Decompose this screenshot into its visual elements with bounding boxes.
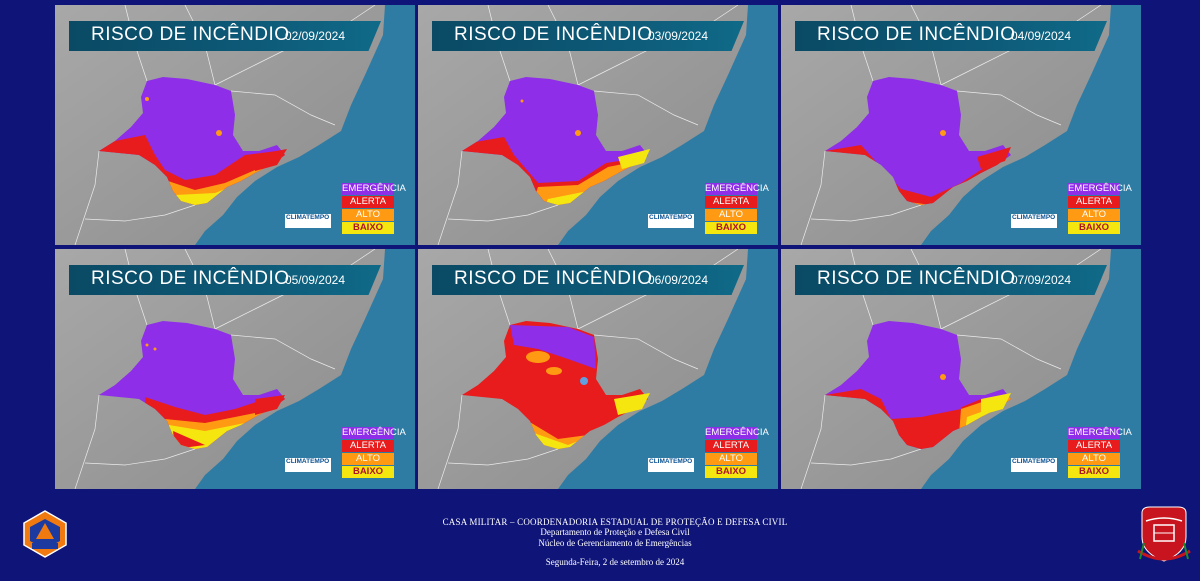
legend-alerta: ALERTA: [705, 440, 757, 452]
legend-baixo: BAIXO: [1068, 222, 1120, 234]
risk-map-6: [781, 249, 1141, 489]
legend: EMERGÊNCIA ALERTA ALTO BAIXO: [705, 183, 769, 235]
title-banner: RISCO DE INCÊNDIO 04/09/2024: [795, 21, 1107, 51]
title-banner: RISCO DE INCÊNDIO 05/09/2024: [69, 265, 381, 295]
legend-alerta: ALERTA: [342, 440, 394, 452]
legend-emergencia: EMERGÊNCIA: [342, 427, 406, 439]
legend-baixo: BAIXO: [1068, 466, 1120, 478]
map-panel-5: RISCO DE INCÊNDIO 06/09/2024 EMERGÊNCIA …: [418, 249, 778, 489]
legend-emergencia: EMERGÊNCIA: [705, 427, 769, 439]
panel-title: RISCO DE INCÊNDIO: [817, 268, 1016, 289]
legend-baixo: BAIXO: [342, 222, 394, 234]
map-panel-1: RISCO DE INCÊNDIO 02/09/2024 EMERGÊNCIA …: [55, 5, 415, 245]
legend-emergencia: EMERGÊNCIA: [1068, 183, 1132, 195]
legend-emergencia: EMERGÊNCIA: [342, 183, 406, 195]
legend-alerta: ALERTA: [342, 196, 394, 208]
map-panel-3: RISCO DE INCÊNDIO 04/09/2024 EMERGÊNCIA …: [781, 5, 1141, 245]
climatempo-logo: CLIMATEMPO: [648, 458, 694, 472]
climatempo-logo: CLIMATEMPO: [285, 214, 331, 228]
defesa-civil-emblem-icon: [23, 510, 67, 558]
map-panel-6: RISCO DE INCÊNDIO 07/09/2024 EMERGÊNCIA …: [781, 249, 1141, 489]
risk-map-2: [418, 5, 778, 245]
footer: CASA MILITAR – COORDENADORIA ESTADUAL DE…: [300, 517, 930, 567]
panel-title: RISCO DE INCÊNDIO: [91, 24, 290, 45]
panel-date: 04/09/2024: [1010, 29, 1071, 43]
risk-map-1: [55, 5, 415, 245]
panel-title: RISCO DE INCÊNDIO: [817, 24, 1016, 45]
panel-date: 07/09/2024: [1010, 273, 1071, 287]
footer-unit: Núcleo de Gerenciamento de Emergências: [538, 538, 692, 548]
title-banner: RISCO DE INCÊNDIO 03/09/2024: [432, 21, 744, 51]
legend-alerta: ALERTA: [1068, 440, 1120, 452]
footer-org: CASA MILITAR – COORDENADORIA ESTADUAL DE…: [442, 517, 788, 527]
title-banner: RISCO DE INCÊNDIO 07/09/2024: [795, 265, 1107, 295]
legend: EMERGÊNCIA ALERTA ALTO BAIXO: [1068, 427, 1132, 479]
legend-alerta: ALERTA: [1068, 196, 1120, 208]
map-panel-4: RISCO DE INCÊNDIO 05/09/2024 EMERGÊNCIA …: [55, 249, 415, 489]
title-banner: RISCO DE INCÊNDIO 02/09/2024: [69, 21, 381, 51]
risk-map-5: [418, 249, 778, 489]
panel-title: RISCO DE INCÊNDIO: [454, 24, 653, 45]
climatempo-logo: CLIMATEMPO: [285, 458, 331, 472]
legend: EMERGÊNCIA ALERTA ALTO BAIXO: [705, 427, 769, 479]
legend-baixo: BAIXO: [705, 222, 757, 234]
risk-map-4: [55, 249, 415, 489]
legend-emergencia: EMERGÊNCIA: [705, 183, 769, 195]
risk-map-3: [781, 5, 1141, 245]
legend-alerta: ALERTA: [705, 196, 757, 208]
climatempo-logo: CLIMATEMPO: [1011, 214, 1057, 228]
panel-title: RISCO DE INCÊNDIO: [454, 268, 653, 289]
panel-date: 05/09/2024: [284, 273, 345, 287]
panel-date: 03/09/2024: [647, 29, 708, 43]
legend-emergencia: EMERGÊNCIA: [1068, 427, 1132, 439]
legend-baixo: BAIXO: [342, 466, 394, 478]
panel-date: 06/09/2024: [647, 273, 708, 287]
map-panel-2: RISCO DE INCÊNDIO 03/09/2024 EMERGÊNCIA …: [418, 5, 778, 245]
legend-baixo: BAIXO: [705, 466, 757, 478]
legend: EMERGÊNCIA ALERTA ALTO BAIXO: [1068, 183, 1132, 235]
legend-alto: ALTO: [1068, 453, 1120, 465]
title-banner: RISCO DE INCÊNDIO 06/09/2024: [432, 265, 744, 295]
climatempo-logo: CLIMATEMPO: [648, 214, 694, 228]
footer-department: Departamento de Proteção e Defesa Civil: [540, 527, 690, 537]
panel-date: 02/09/2024: [284, 29, 345, 43]
panel-title: RISCO DE INCÊNDIO: [91, 268, 290, 289]
legend-alto: ALTO: [1068, 209, 1120, 221]
legend-alto: ALTO: [705, 453, 757, 465]
sao-paulo-coat-of-arms-icon: [1137, 506, 1191, 562]
legend: EMERGÊNCIA ALERTA ALTO BAIXO: [342, 427, 406, 479]
legend-alto: ALTO: [342, 209, 394, 221]
footer-date: Segunda-Feira, 2 de setembro de 2024: [545, 557, 685, 567]
legend-alto: ALTO: [705, 209, 757, 221]
legend-alto: ALTO: [342, 453, 394, 465]
climatempo-logo: CLIMATEMPO: [1011, 458, 1057, 472]
legend: EMERGÊNCIA ALERTA ALTO BAIXO: [342, 183, 406, 235]
